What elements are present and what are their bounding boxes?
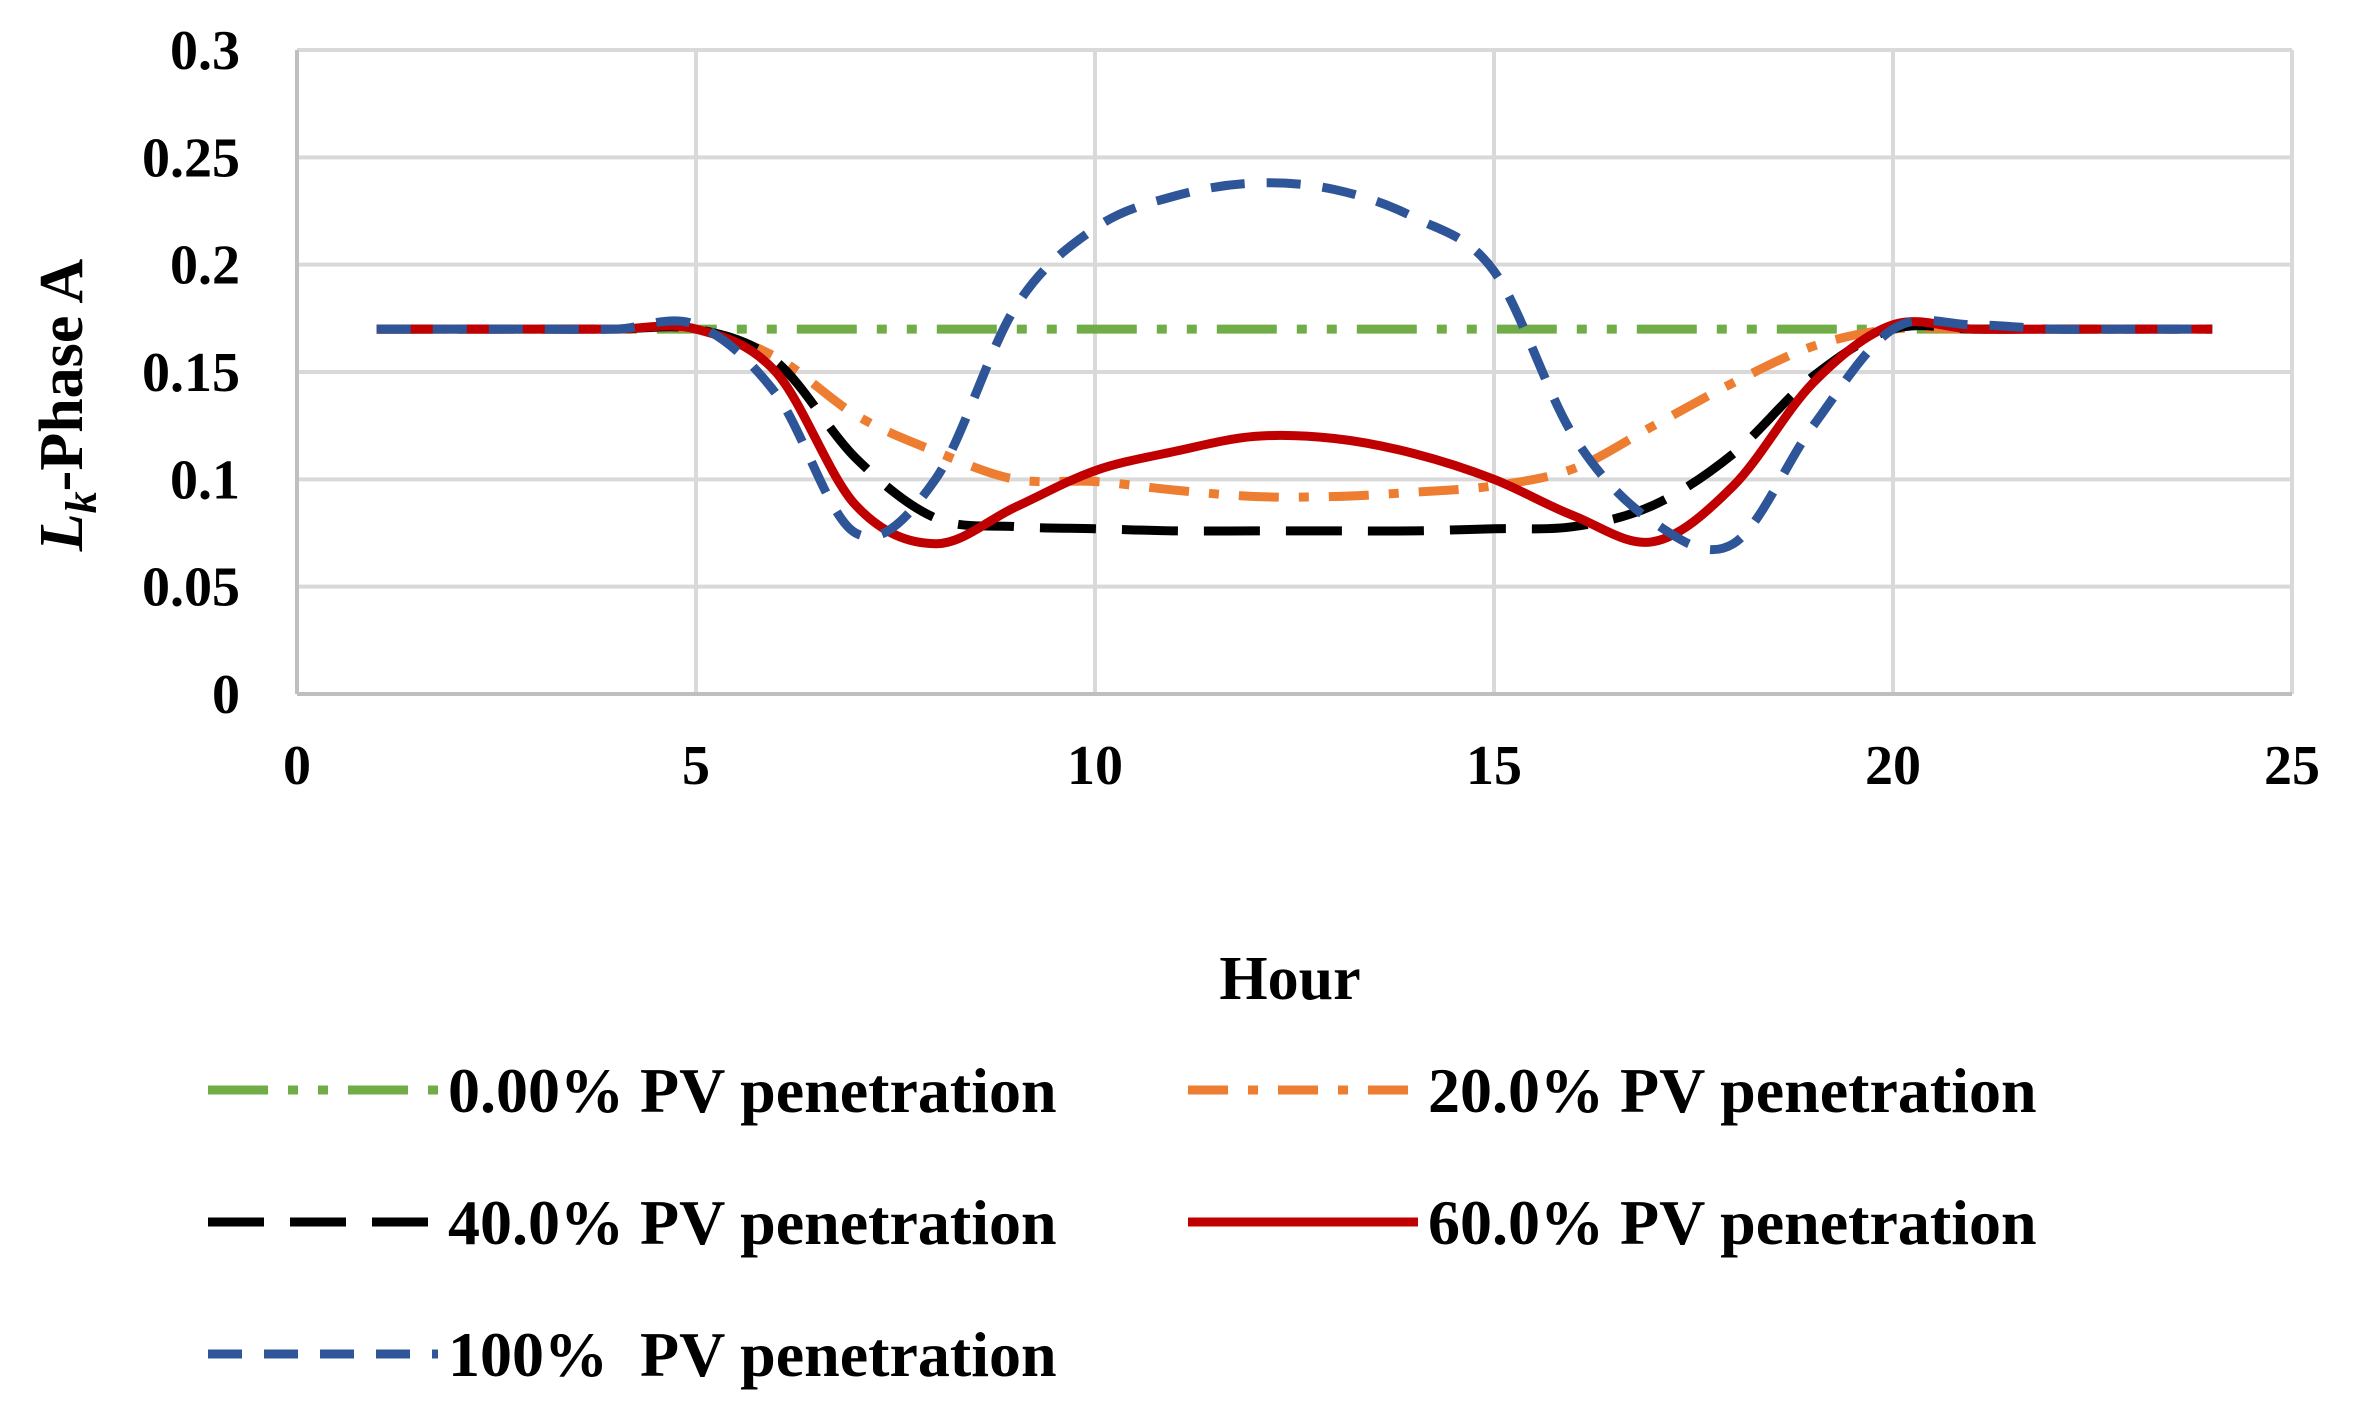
x-axis-title: Hour [1219,945,1360,1013]
y-axis-title-subscript: k [57,491,106,513]
x-tick-label: 15 [1466,735,1522,797]
grid-lines [295,48,2294,696]
x-tick-label: 0 [283,735,311,797]
y-tick-label: 0.3 [170,20,240,82]
series-line-100-pv-penetration [376,178,2213,555]
y-axis-title: Lk-Phase A [28,259,106,553]
y-tick-label: 0.2 [170,235,240,297]
y-axis-title-main: L [28,513,96,552]
y-tick-label: 0.25 [142,127,240,189]
legend-label: 20.0% PV penetration [1428,1055,2037,1126]
legend: 0.00% PV penetration 20.0% PV penetration… [208,1055,2037,1390]
series-line-60-0-pv-penetration [376,317,2213,549]
x-tick-label: 10 [1067,735,1123,797]
axis-ticks: 0 5 10 15 20 25 0 0.05 0.1 0.15 0.2 0.25 0.3 [142,20,2320,797]
legend-label: 60.0% PV penetration [1428,1187,2037,1258]
x-tick-label: 5 [682,735,710,797]
y-tick-label: 0.15 [142,342,240,404]
y-tick-label: 0.1 [170,449,240,511]
x-tick-label: 20 [1865,735,1921,797]
y-axis-title-group: Lk-Phase A [28,259,106,553]
y-tick-label: 0.05 [142,557,240,619]
legend-label: 0.00% PV penetration [448,1055,1057,1126]
series-lines [376,178,2213,555]
y-axis-title-rest: -Phase A [28,259,96,492]
y-tick-label: 0 [212,664,240,726]
series-line-40-0-pv-penetration [376,321,2213,536]
series-line-20-0-pv-penetration [376,322,2213,502]
x-tick-label: 25 [2264,735,2320,797]
legend-label: 100% PV penetration [448,1319,1057,1390]
legend-label: 40.0% PV penetration [448,1187,1057,1258]
